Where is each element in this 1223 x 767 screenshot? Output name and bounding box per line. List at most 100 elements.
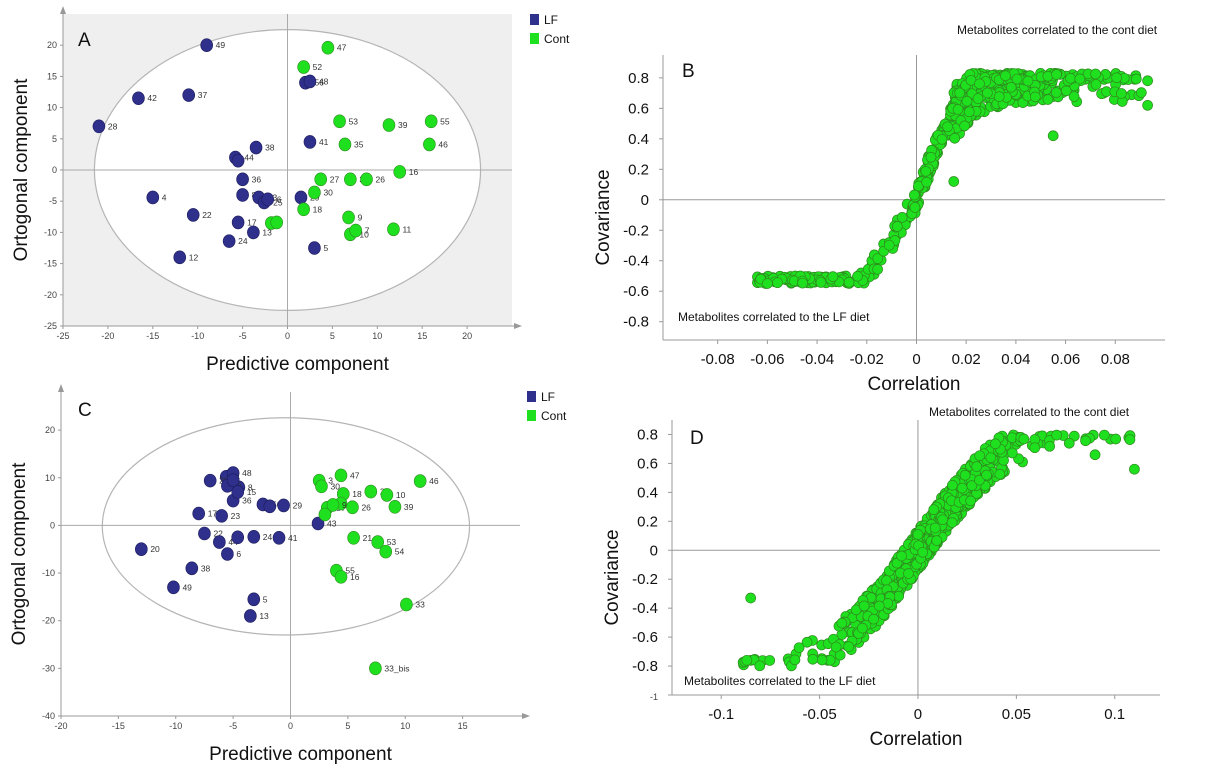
legend-label: Cont (544, 32, 570, 46)
score-point-lf (303, 135, 317, 149)
y-tick-label: -20 (44, 290, 57, 300)
point-label: 39 (404, 502, 414, 512)
y-tick-label: -0.6 (623, 283, 649, 300)
legend-label: Cont (541, 409, 567, 423)
score-point-cont (314, 172, 328, 187)
y-tick-label: 5 (52, 134, 57, 144)
score-point-cont (346, 500, 359, 515)
point-label: 38 (201, 563, 211, 573)
score-point-cont (270, 215, 284, 230)
x-tick-label: -15 (146, 331, 159, 341)
point-label: 33_bis (384, 663, 409, 673)
point-label: 49 (182, 582, 192, 592)
point-label: 22 (202, 210, 212, 220)
splot-point (827, 271, 839, 282)
point-label: 22 (213, 529, 223, 539)
y-axis-arrow (58, 384, 64, 392)
y-axis-title: Ortogonal component (11, 78, 32, 261)
point-label: 30 (323, 187, 333, 197)
splot-point (982, 87, 993, 99)
score-plot-A: -25 -20 -15 -10 -5 0 5 10 15 20 20 15 10 5 0 -5 -10 -15 -2… (11, 6, 570, 375)
point-label: 46 (438, 139, 448, 149)
x-tick-label: -0.06 (750, 351, 784, 368)
point-label: 13 (259, 611, 269, 621)
score-point-cont (380, 488, 394, 502)
point-label: 17 (247, 217, 257, 227)
splot-point (1110, 433, 1122, 445)
point-label: 23 (231, 511, 241, 521)
point-label: 20 (150, 544, 160, 554)
x-tick-label: 5 (345, 721, 350, 731)
splot-point (1022, 75, 1034, 87)
y-tick-label: -0.8 (632, 658, 658, 675)
score-point-lf (247, 592, 261, 607)
x-tick-label: -10 (169, 721, 182, 731)
point-label: 33 (415, 600, 425, 610)
score-point-lf (192, 506, 205, 521)
splot-point (830, 641, 842, 653)
splot-point (843, 276, 855, 288)
y-tick-label: 0 (641, 192, 649, 209)
y-tick-label: 0.4 (628, 131, 649, 148)
splot-point (797, 277, 808, 289)
splot-point (807, 653, 819, 665)
y-axis-title: Covariance (602, 529, 623, 625)
y-tick-label: 0.6 (628, 100, 649, 117)
panel-letter: B (682, 61, 695, 82)
legend-swatch (530, 33, 539, 44)
splot-point (1089, 449, 1101, 461)
splot-point (1047, 130, 1059, 142)
splot-point (956, 482, 968, 494)
score-point-lf (231, 153, 245, 168)
x-tick-label: -0.1 (708, 706, 734, 723)
splot-point (793, 642, 805, 654)
point-label: 48 (242, 468, 252, 478)
x-tick-label: 0.06 (1051, 351, 1080, 368)
x-tick-label: 15 (417, 331, 427, 341)
splot-point (928, 504, 940, 516)
legend-label: LF (544, 13, 558, 27)
point-label: 8 (248, 482, 253, 492)
point-label: 16 (409, 167, 419, 177)
score-point-lf (277, 498, 290, 513)
score-point-cont (369, 661, 382, 676)
x-tick-label: -10 (191, 331, 204, 341)
legend-swatch (530, 14, 539, 25)
point-label: 28 (108, 121, 118, 131)
point-label: 46 (429, 476, 439, 486)
x-tick-label: -5 (229, 721, 237, 731)
splot-point (990, 438, 1001, 450)
point-label: 56 (314, 78, 324, 88)
splot-point (917, 546, 929, 558)
score-point-lf (198, 526, 211, 541)
splot-point (931, 535, 943, 546)
score-point-cont (413, 474, 427, 488)
point-label: 27 (330, 174, 340, 184)
point-label: 41 (288, 533, 298, 543)
point-label: 9 (342, 500, 347, 510)
splot-point (1074, 73, 1086, 85)
splot-point (974, 450, 986, 462)
x-axis-title: Correlation (868, 374, 961, 395)
point-label: 47 (350, 470, 360, 480)
y-tick-label: -20 (42, 616, 55, 626)
splot-point (947, 479, 958, 491)
splot-point (981, 469, 992, 481)
point-label: 29 (293, 500, 303, 510)
y-tick-label: 0.8 (628, 70, 649, 87)
splot-point (965, 495, 976, 507)
splot-point (741, 654, 753, 666)
point-label: 3 (328, 476, 333, 486)
x-tick-label: 15 (458, 721, 468, 731)
splot-point (1142, 75, 1153, 87)
splot-point (764, 655, 776, 666)
point-label: 6 (277, 194, 282, 204)
point-label: 26 (361, 502, 371, 512)
y-tick-label: 20 (45, 425, 55, 435)
splot-point (985, 452, 997, 464)
splot-point (909, 202, 921, 213)
point-label: 55 (440, 116, 450, 126)
x-tick-label: 5 (330, 331, 335, 341)
score-point-cont (334, 468, 348, 483)
y-tick-label: -40 (42, 711, 55, 721)
